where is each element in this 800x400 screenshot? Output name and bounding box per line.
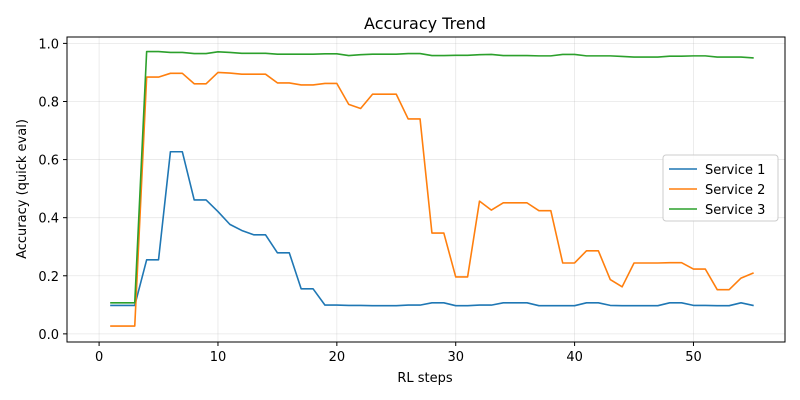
y-tick-label: 0.0 — [38, 328, 59, 343]
y-tick-label: 0.2 — [38, 270, 59, 285]
legend-box — [662, 154, 779, 222]
series-line-1 — [110, 150, 754, 307]
x-axis: 0 10 20 30 40 50 — [95, 342, 702, 365]
x-tick-label: 30 — [447, 350, 464, 365]
y-axis: 0.0 0.2 0.4 0.6 0.8 1.0 — [38, 37, 67, 343]
x-tick-label: 10 — [210, 350, 227, 365]
x-tick-label: 20 — [329, 350, 346, 365]
x-tick-label: 40 — [566, 350, 583, 365]
plot-area — [66, 36, 786, 343]
y-axis-label: Accuracy (quick eval) — [15, 119, 30, 259]
x-tick-label: 0 — [95, 350, 103, 365]
legend-label-1: Service 1 — [705, 163, 765, 178]
x-tick-label: 50 — [685, 350, 702, 365]
series-line-2 — [110, 71, 754, 327]
chart-title: Accuracy Trend — [364, 14, 486, 33]
x-axis-label: RL steps — [397, 371, 453, 386]
legend-label-3: Service 3 — [705, 203, 765, 218]
y-tick-label: 0.4 — [38, 212, 59, 227]
series-line-3 — [110, 50, 754, 304]
y-tick-label: 0.6 — [38, 154, 59, 169]
y-tick-label: 0.8 — [38, 95, 59, 110]
legend-label-2: Service 2 — [705, 183, 765, 198]
y-tick-label: 1.0 — [38, 37, 59, 52]
series-lines — [110, 50, 754, 327]
legend: Service 1 Service 2 Service 3 — [662, 154, 779, 222]
